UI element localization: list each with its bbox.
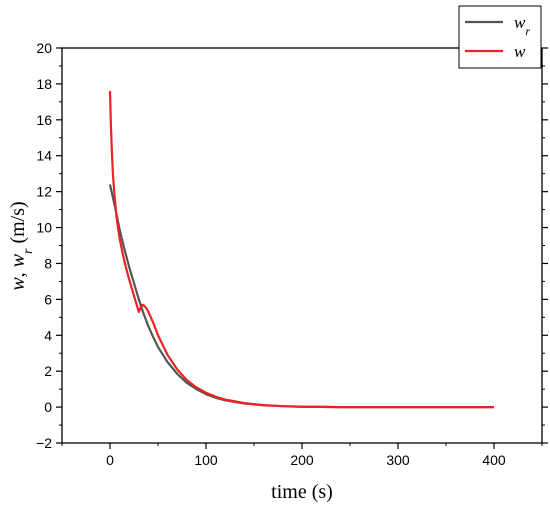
legend: wr w <box>458 5 542 69</box>
legend-label-w-r: wr <box>514 13 530 38</box>
plot-lines <box>108 91 494 409</box>
y-tick-label: 16 <box>36 112 52 128</box>
y-tick-label: 4 <box>44 327 52 343</box>
y-tick-label: 8 <box>44 255 52 271</box>
axes <box>61 47 543 444</box>
x-tick-label: 100 <box>194 452 218 468</box>
series-line-w <box>108 91 494 409</box>
y-tick-label: 2 <box>44 363 52 379</box>
y-tick-label: 0 <box>44 399 52 415</box>
x-tick-label: 300 <box>386 452 410 468</box>
y-tick-label: 20 <box>36 40 52 56</box>
y-tick-label: 10 <box>36 220 52 236</box>
series-line-w-r <box>108 184 494 409</box>
legend-label-w: w <box>514 42 526 61</box>
y-tick-label: 12 <box>36 184 52 200</box>
y-tick-label: 18 <box>36 76 52 92</box>
y-axis-title: w, wr (m/s) <box>7 201 36 290</box>
x-tick-label: 400 <box>482 452 506 468</box>
x-tick-label: 200 <box>290 452 314 468</box>
x-axis-title: time (s) <box>271 481 333 503</box>
y-tick-label: 6 <box>44 291 52 307</box>
y-tick-label: 14 <box>36 148 52 164</box>
x-tick-label: 0 <box>106 452 114 468</box>
legend-box <box>458 5 542 69</box>
plot-frame <box>61 47 543 444</box>
y-tick-label: −2 <box>36 435 52 451</box>
